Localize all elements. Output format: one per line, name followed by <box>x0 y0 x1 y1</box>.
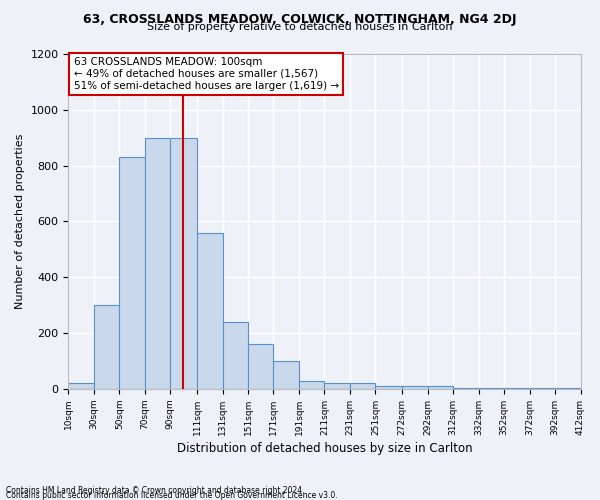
Bar <box>299 380 325 389</box>
Bar <box>248 344 274 389</box>
Y-axis label: Number of detached properties: Number of detached properties <box>15 134 25 309</box>
Bar <box>145 138 170 389</box>
Bar <box>94 305 119 389</box>
Bar <box>119 158 145 389</box>
Text: Contains HM Land Registry data © Crown copyright and database right 2024.: Contains HM Land Registry data © Crown c… <box>6 486 305 495</box>
Text: 63 CROSSLANDS MEADOW: 100sqm
← 49% of detached houses are smaller (1,567)
51% of: 63 CROSSLANDS MEADOW: 100sqm ← 49% of de… <box>74 58 338 90</box>
Bar <box>68 384 94 389</box>
Bar <box>453 388 479 389</box>
Bar <box>402 386 428 389</box>
Bar <box>376 386 402 389</box>
Bar <box>530 388 555 389</box>
Bar <box>555 388 581 389</box>
Text: Size of property relative to detached houses in Carlton: Size of property relative to detached ho… <box>147 22 453 32</box>
Bar <box>479 388 504 389</box>
Bar <box>274 361 299 389</box>
Text: 63, CROSSLANDS MEADOW, COLWICK, NOTTINGHAM, NG4 2DJ: 63, CROSSLANDS MEADOW, COLWICK, NOTTINGH… <box>83 12 517 26</box>
Bar <box>197 232 223 389</box>
Bar <box>223 322 248 389</box>
Bar <box>504 388 530 389</box>
Text: Contains public sector information licensed under the Open Government Licence v3: Contains public sector information licen… <box>6 490 338 500</box>
Bar <box>428 386 453 389</box>
Bar <box>170 138 197 389</box>
Bar <box>350 384 376 389</box>
Bar <box>325 384 350 389</box>
X-axis label: Distribution of detached houses by size in Carlton: Distribution of detached houses by size … <box>176 442 472 455</box>
